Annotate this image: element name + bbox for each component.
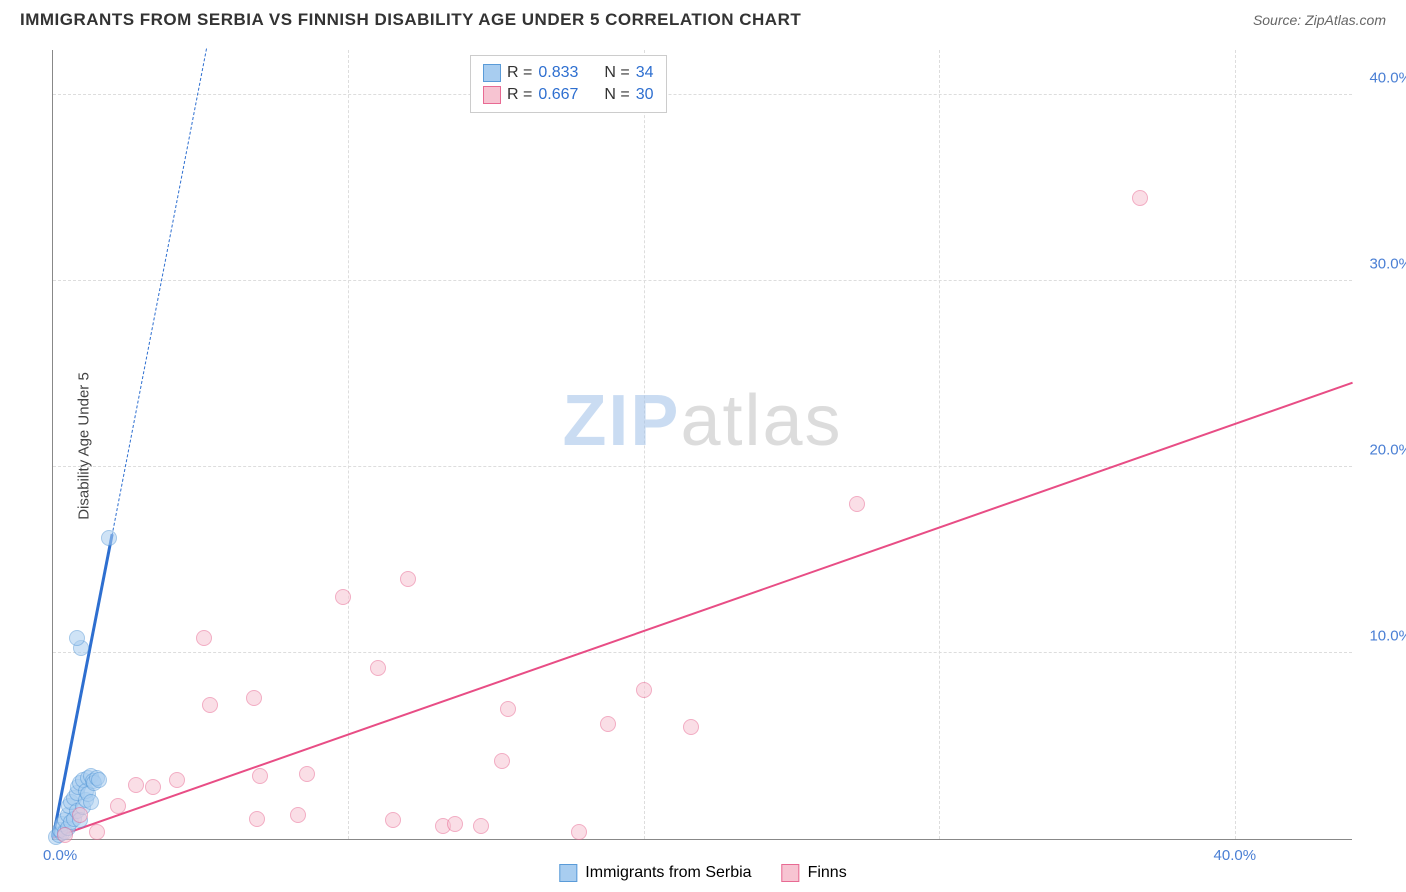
x-tick-label: 40.0%	[1214, 847, 1257, 864]
watermark: ZIPatlas	[562, 380, 842, 462]
grid-line-h	[53, 280, 1352, 281]
data-point	[101, 530, 117, 546]
data-point	[91, 772, 107, 788]
data-point	[400, 571, 416, 587]
trend-line-dashed	[112, 48, 208, 535]
legend-swatch	[483, 64, 501, 82]
data-point	[636, 682, 652, 698]
legend-swatch	[782, 864, 800, 882]
data-point	[385, 812, 401, 828]
legend-n-value: 30	[636, 86, 654, 104]
legend-swatch	[559, 864, 577, 882]
y-tick-label: 30.0%	[1357, 256, 1406, 273]
data-point	[57, 827, 73, 843]
data-point	[83, 794, 99, 810]
data-point	[299, 766, 315, 782]
grid-line-h	[53, 466, 1352, 467]
legend-row: R = 0.667 N = 30	[483, 84, 654, 106]
y-tick-label: 40.0%	[1357, 70, 1406, 87]
chart-title: IMMIGRANTS FROM SERBIA VS FINNISH DISABI…	[20, 10, 801, 30]
data-point	[494, 753, 510, 769]
data-point	[473, 818, 489, 834]
grid-line-h	[53, 652, 1352, 653]
legend-r-value: 0.833	[538, 64, 578, 82]
scatter-chart: 10.0%20.0%30.0%40.0%0.0%40.0%ZIPatlas	[52, 50, 1352, 840]
data-point	[1132, 190, 1148, 206]
legend-series-item: Immigrants from Serbia	[559, 864, 751, 882]
source-attribution: Source: ZipAtlas.com	[1253, 12, 1386, 28]
y-tick-label: 20.0%	[1357, 442, 1406, 459]
data-point	[145, 779, 161, 795]
x-tick-label: 0.0%	[43, 847, 77, 864]
data-point	[683, 719, 699, 735]
legend-row: R = 0.833 N = 34	[483, 62, 654, 84]
data-point	[447, 816, 463, 832]
data-point	[89, 824, 105, 840]
data-point	[500, 701, 516, 717]
data-point	[110, 798, 126, 814]
legend-r-label: R =	[507, 64, 532, 82]
data-point	[246, 690, 262, 706]
series-legend: Immigrants from Serbia Finns	[559, 864, 846, 882]
grid-line-v	[348, 50, 349, 839]
data-point	[335, 589, 351, 605]
legend-series-label: Finns	[808, 864, 847, 882]
grid-line-h	[53, 94, 1352, 95]
data-point	[252, 768, 268, 784]
data-point	[600, 716, 616, 732]
grid-line-v	[644, 50, 645, 839]
data-point	[196, 630, 212, 646]
data-point	[202, 697, 218, 713]
legend-swatch	[483, 86, 501, 104]
data-point	[571, 824, 587, 840]
correlation-legend: R = 0.833 N = 34 R = 0.667 N = 30	[470, 55, 667, 113]
grid-line-v	[1235, 50, 1236, 839]
legend-n-value: 34	[636, 64, 654, 82]
data-point	[128, 777, 144, 793]
chart-header: IMMIGRANTS FROM SERBIA VS FINNISH DISABI…	[0, 0, 1406, 35]
data-point	[69, 630, 85, 646]
grid-line-v	[939, 50, 940, 839]
legend-series-label: Immigrants from Serbia	[585, 864, 751, 882]
y-tick-label: 10.0%	[1357, 628, 1406, 645]
trend-line	[53, 382, 1354, 839]
data-point	[249, 811, 265, 827]
data-point	[849, 496, 865, 512]
data-point	[169, 772, 185, 788]
legend-r-value: 0.667	[538, 86, 578, 104]
legend-n-label: N =	[604, 86, 629, 104]
data-point	[290, 807, 306, 823]
data-point	[72, 807, 88, 823]
legend-r-label: R =	[507, 86, 532, 104]
legend-series-item: Finns	[782, 864, 847, 882]
legend-n-label: N =	[604, 64, 629, 82]
data-point	[370, 660, 386, 676]
